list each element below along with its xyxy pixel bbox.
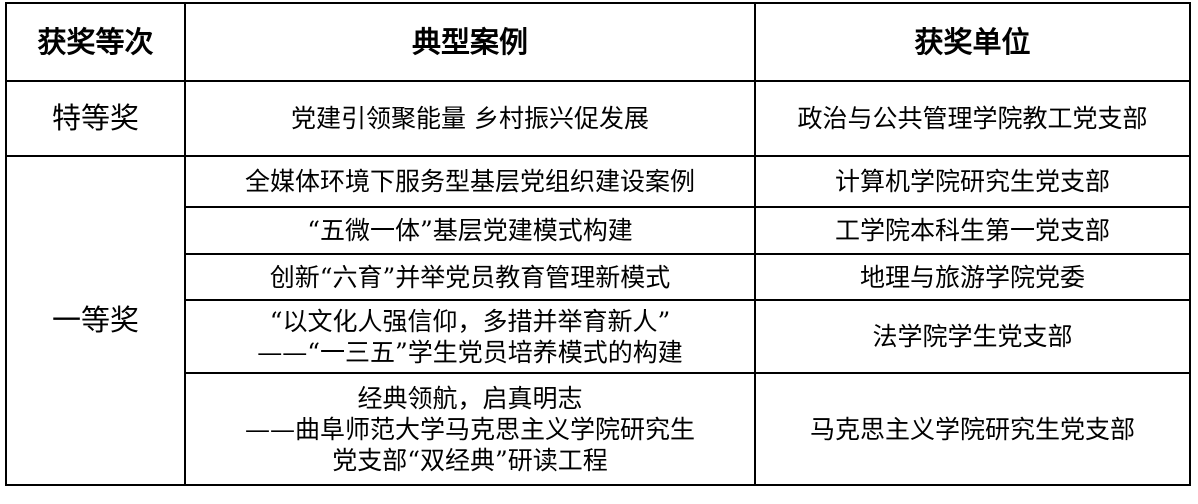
header-level: 获奖等次 <box>5 2 186 82</box>
table-row: 创新“六育”并举党员教育管理新模式 地理与旅游学院党委 <box>6 253 1191 301</box>
case-title-line: 经典领航，启真明志 <box>357 383 583 413</box>
case-title-line: “以文化人强信仰，多措并举育新人” <box>269 306 671 336</box>
table-row: “五微一体”基层党建模式构建 工学院本科生第一党支部 <box>6 206 1191 255</box>
table-row: “以文化人强信仰，多措并举育新人” ——“一三五”学生党员培养模式的构建 法学院… <box>6 299 1191 374</box>
award-level: 一等奖 <box>5 155 186 486</box>
awards-table: 获奖等次 典型案例 获奖单位 特等奖 党建引领聚能量 乡村振兴促发展 政治与公共… <box>5 2 1191 486</box>
table-row: 一等奖 全媒体环境下服务型基层党组织建设案例 计算机学院研究生党支部 <box>5 155 1191 486</box>
case-title: “以文化人强信仰，多措并举育新人” ——“一三五”学生党员培养模式的构建 <box>184 299 756 374</box>
award-unit: 法学院学生党支部 <box>754 299 1191 374</box>
table-row: 特等奖 党建引领聚能量 乡村振兴促发展 政治与公共管理学院教工党支部 <box>5 80 1191 157</box>
case-title-line: ——曲阜师范大学马克思主义学院研究生 <box>244 414 695 444</box>
case-title-line: ——“一三五”学生党员培养模式的构建 <box>257 337 683 367</box>
award-unit: 马克思主义学院研究生党支部 <box>754 372 1191 486</box>
case-title: “五微一体”基层党建模式构建 <box>184 206 756 255</box>
award-unit: 政治与公共管理学院教工党支部 <box>754 80 1191 157</box>
award-unit: 地理与旅游学院党委 <box>754 253 1191 301</box>
header-unit: 获奖单位 <box>754 2 1191 82</box>
case-title-line: 党支部“双经典”研读工程 <box>332 445 608 475</box>
case-title: 党建引领聚能量 乡村振兴促发展 <box>184 80 756 157</box>
header-case: 典型案例 <box>184 2 756 82</box>
award-unit: 计算机学院研究生党支部 <box>754 155 1191 208</box>
award-level: 特等奖 <box>5 80 186 157</box>
table-row: 经典领航，启真明志 ——曲阜师范大学马克思主义学院研究生 党支部“双经典”研读工… <box>6 372 1191 486</box>
case-title: 经典领航，启真明志 ——曲阜师范大学马克思主义学院研究生 党支部“双经典”研读工… <box>184 372 756 486</box>
table-header-row: 获奖等次 典型案例 获奖单位 <box>5 2 1191 82</box>
case-title: 全媒体环境下服务型基层党组织建设案例 <box>184 155 756 208</box>
award-unit: 工学院本科生第一党支部 <box>754 206 1191 255</box>
case-title: 创新“六育”并举党员教育管理新模式 <box>184 253 756 301</box>
